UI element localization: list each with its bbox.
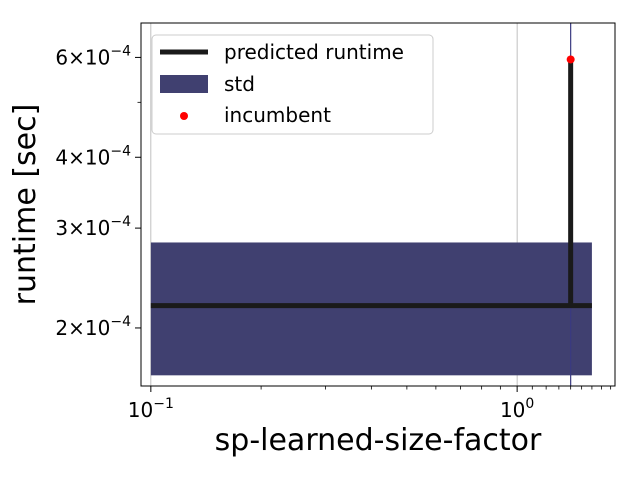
predicted-runtime-layer — [150, 23, 592, 386]
x-axis-label: sp-learned-size-factor — [215, 423, 542, 458]
x-tick-label: 100 — [500, 396, 534, 422]
legend-label-std: std — [224, 72, 255, 96]
y-tick-label: 3×10−4 — [55, 214, 131, 240]
legend-swatch-std — [160, 75, 208, 93]
y-tick-label: 2×10−4 — [55, 314, 131, 340]
legend-swatch-incumbent — [180, 112, 188, 120]
legend-box — [151, 34, 434, 135]
predicted-runtime-line — [150, 59, 592, 309]
plot-frame — [140, 22, 616, 387]
legend-label-predicted-runtime: predicted runtime — [224, 40, 404, 64]
std-band-layer — [150, 242, 592, 376]
legend-label-incumbent: incumbent — [224, 103, 331, 127]
y-tick-label: 4×10−4 — [55, 143, 131, 169]
legend: predicted runtime std incumbent — [151, 34, 434, 135]
std-band — [150, 242, 592, 376]
x-tick-label: 10−1 — [128, 396, 174, 422]
y-axis-label: runtime [sec] — [8, 104, 43, 306]
axis-ticks: 10−1 100 2×10−4 3×10−4 4×10−4 6×10−4 — [55, 43, 612, 422]
y-tick-label: 6×10−4 — [55, 43, 131, 69]
incumbent-point — [566, 55, 575, 64]
incumbent-layer — [566, 55, 575, 64]
